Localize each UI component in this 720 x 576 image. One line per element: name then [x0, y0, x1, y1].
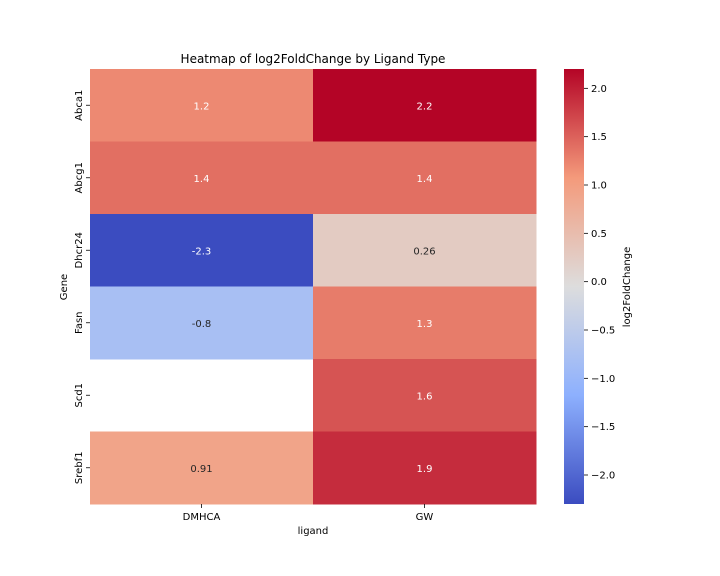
cell-value-label: -2.3	[192, 246, 212, 257]
x-tick-label: DMHCA	[183, 512, 221, 523]
heatmap-cell	[90, 141, 314, 215]
colorbar: 2.0 1.5 1.0 0.5 0.0 −0.5 −1.0 −1.5 −2.0	[564, 69, 615, 504]
colorbar-gradient	[564, 69, 584, 504]
cell-value-label: 0.91	[190, 464, 212, 475]
heatmap-cell	[90, 286, 314, 360]
colorbar-tick-label: −1.0	[591, 374, 615, 385]
colorbar-ticks: 2.0 1.5 1.0 0.5 0.0 −0.5 −1.0 −1.5 −2.0	[584, 84, 615, 482]
heatmap-cell	[313, 214, 537, 287]
cell-value-label: 1.6	[417, 391, 433, 402]
cell-value-label: 1.9	[417, 464, 433, 475]
y-tick-label: Scd1	[74, 383, 85, 408]
colorbar-tick-label: 1.0	[591, 181, 607, 192]
heatmap-cell	[313, 286, 537, 360]
heatmap-cell	[90, 69, 314, 142]
chart-title: Heatmap of log2FoldChange by Ligand Type	[181, 52, 446, 66]
colorbar-tick-label: −0.5	[591, 326, 615, 337]
cell-value-label: 1.3	[417, 319, 433, 330]
y-tick-label: Srebf1	[74, 451, 85, 484]
colorbar-tick-label: −2.0	[591, 471, 615, 482]
heatmap-cells	[90, 69, 537, 505]
cell-value-label: 2.2	[417, 101, 433, 112]
x-axis-label: ligand	[298, 526, 329, 537]
x-tick-label: GW	[416, 512, 434, 523]
y-tick-label: Abcg1	[74, 162, 85, 193]
y-axis-label: Gene	[59, 274, 70, 300]
colorbar-tick-label: −1.5	[591, 422, 615, 433]
y-tick-label: Abca1	[74, 90, 85, 121]
cell-value-label: 0.26	[413, 246, 435, 257]
x-axis-ticks: DMHCA GW	[183, 504, 434, 523]
y-axis-ticks: Abca1 Abcg1 Dhcr24 Fasn Scd1 Srebf1	[74, 90, 90, 484]
heatmap-cell	[313, 359, 537, 432]
heatmap-cell	[313, 431, 537, 505]
colorbar-tick-label: 0.0	[591, 277, 607, 288]
y-tick-label: Fasn	[74, 311, 85, 334]
cell-value-label: 1.4	[417, 174, 433, 185]
cell-value-label: 1.2	[194, 101, 210, 112]
heatmap-cell-labels: 1.2 2.2 1.4 1.4 -2.3 0.26 -0.8 1.3 1.6 0.91 1.9	[190, 101, 435, 475]
colorbar-tick-label: 2.0	[591, 84, 607, 95]
heatmap-cell	[90, 214, 314, 287]
colorbar-label: log2FoldChange	[622, 247, 633, 328]
colorbar-tick-label: 0.5	[591, 229, 607, 240]
cell-value-label: -0.8	[192, 319, 212, 330]
heatmap-cell	[313, 69, 537, 142]
heatmap-cell	[90, 431, 314, 505]
y-tick-label: Dhcr24	[74, 232, 85, 268]
heatmap-cell	[313, 141, 537, 215]
cell-value-label: 1.4	[194, 174, 210, 185]
colorbar-tick-label: 1.5	[591, 132, 607, 143]
